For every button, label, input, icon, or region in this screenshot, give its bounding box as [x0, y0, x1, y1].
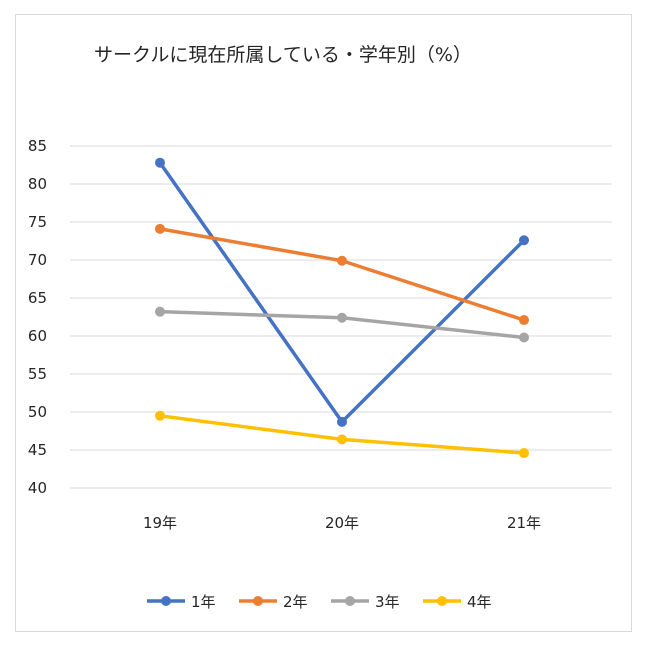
legend-swatch-marker — [345, 596, 355, 606]
data-point — [519, 332, 529, 343]
series-layer — [155, 157, 529, 459]
legend-swatch-marker — [253, 596, 263, 606]
data-point — [337, 434, 347, 445]
x-tick-label: 19年 — [143, 514, 177, 532]
y-tick-label: 40 — [28, 479, 47, 497]
y-tick-label: 75 — [28, 213, 47, 231]
y-tick-label: 65 — [28, 289, 47, 307]
series-2 — [155, 223, 529, 326]
legend: 1年 2年 3年 4年 — [147, 593, 492, 611]
y-axis-ticks: 40 45 50 55 60 65 70 75 80 85 — [28, 137, 47, 497]
legend-item: 2年 — [239, 593, 308, 611]
legend-swatch-marker — [437, 596, 447, 606]
data-point — [337, 312, 347, 323]
data-point — [155, 410, 165, 421]
y-tick-label: 60 — [28, 327, 47, 345]
legend-label: 1年 — [191, 593, 216, 611]
series-line — [158, 160, 526, 424]
data-point — [519, 235, 529, 246]
x-tick-label: 21年 — [507, 514, 541, 532]
data-point — [519, 315, 529, 326]
data-point — [519, 448, 529, 459]
chart-title: サークルに現在所属している・学年別（%） — [94, 44, 472, 66]
series-1 — [155, 157, 529, 427]
y-tick-label: 70 — [28, 251, 47, 269]
legend-item: 3年 — [331, 593, 400, 611]
series-3 — [155, 306, 529, 343]
series-4 — [155, 410, 529, 459]
y-tick-label: 50 — [28, 403, 47, 421]
legend-item: 4年 — [423, 593, 492, 611]
x-axis-ticks: 19年 20年 21年 — [143, 514, 541, 532]
legend-label: 4年 — [467, 593, 492, 611]
data-point — [337, 416, 347, 427]
x-tick-label: 20年 — [325, 514, 359, 532]
legend-label: 3年 — [375, 593, 400, 611]
data-point — [155, 157, 165, 168]
legend-swatch-marker — [161, 596, 171, 606]
y-tick-label: 55 — [28, 365, 47, 383]
legend-label: 2年 — [283, 593, 308, 611]
data-point — [337, 255, 347, 266]
data-point — [155, 306, 165, 317]
y-tick-label: 80 — [28, 175, 47, 193]
y-tick-label: 85 — [28, 137, 47, 155]
legend-item: 1年 — [147, 593, 216, 611]
y-tick-label: 45 — [28, 441, 47, 459]
data-point — [155, 223, 165, 234]
chart-frame — [15, 14, 632, 632]
